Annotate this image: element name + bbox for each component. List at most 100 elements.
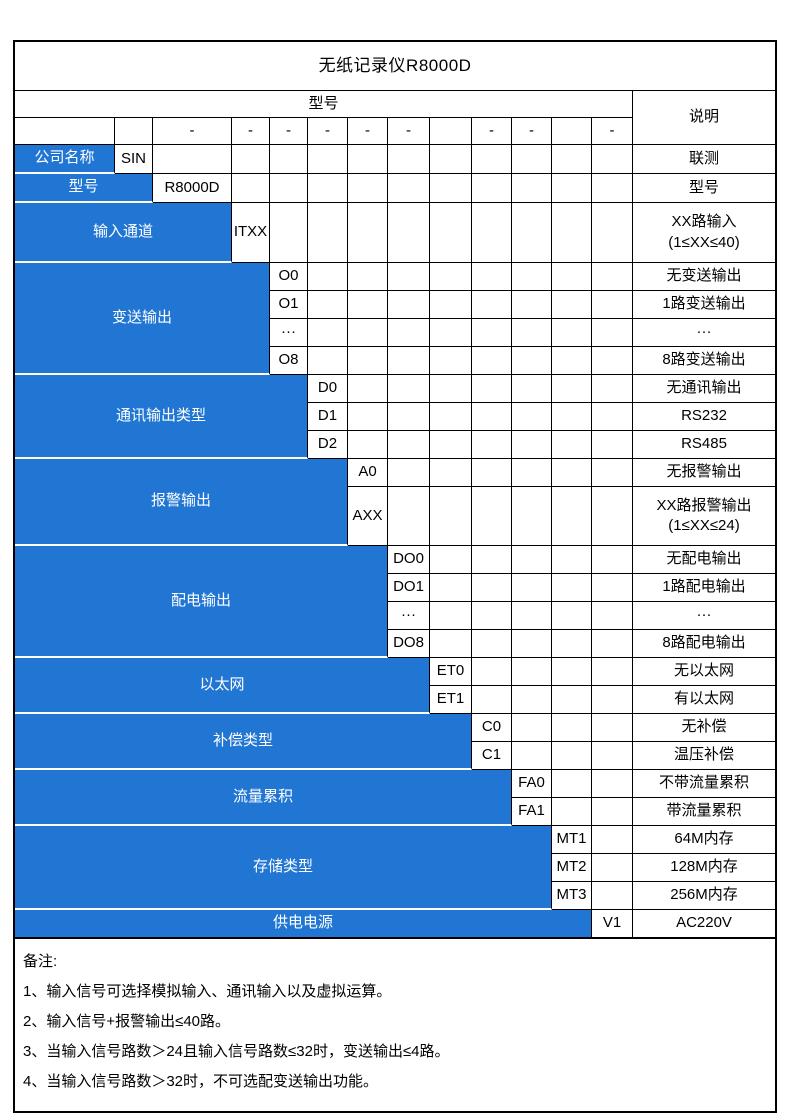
code-cell: AXX [348, 487, 388, 546]
category-cell: 供电电源 [15, 910, 592, 939]
description-cell: 带流量累积 [633, 798, 775, 826]
empty-grid-cell [552, 459, 592, 487]
empty-grid-cell [308, 319, 348, 347]
empty-grid-cell [308, 145, 348, 174]
empty-grid-cell [552, 798, 592, 826]
empty-grid-cell [592, 714, 633, 742]
note-line-3: 3、当输入信号路数＞24且输入信号路数≤32时，变送输出≤4路。 [23, 1043, 450, 1060]
category-cell: 补偿类型 [15, 714, 472, 770]
empty-grid-cell [472, 375, 512, 403]
note-line-1: 1、输入信号可选择模拟输入、通讯输入以及虚拟运算。 [23, 983, 392, 1000]
empty-grid-cell [512, 714, 552, 742]
empty-grid-cell [348, 347, 388, 375]
empty-grid-cell [270, 174, 308, 203]
empty-grid-cell [430, 263, 472, 291]
empty-grid-cell [512, 546, 552, 574]
dash-cell [15, 118, 115, 145]
description-cell: 1路变送输出 [633, 291, 775, 319]
empty-grid-cell [308, 291, 348, 319]
category-cell: 流量累积 [15, 770, 512, 826]
empty-grid-cell [592, 686, 633, 714]
empty-grid-cell [592, 882, 633, 910]
empty-grid-cell [552, 742, 592, 770]
note-line-4: 4、当输入信号路数＞32时，不可选配变送输出功能。 [23, 1073, 379, 1090]
empty-grid-cell [552, 574, 592, 602]
empty-grid-cell [552, 174, 592, 203]
code-cell: O0 [270, 263, 308, 291]
notes-label: 备注: [23, 953, 58, 970]
empty-grid-cell [430, 487, 472, 546]
empty-grid-cell [430, 174, 472, 203]
empty-grid-cell [552, 375, 592, 403]
empty-grid-cell [592, 403, 633, 431]
empty-grid-cell [153, 145, 232, 174]
empty-grid-cell [552, 403, 592, 431]
empty-grid-cell [270, 145, 308, 174]
description-cell: 64M内存 [633, 826, 775, 854]
note-line-2: 2、输入信号+报警输出≤40路。 [23, 1013, 231, 1030]
empty-grid-cell [512, 203, 552, 263]
empty-grid-cell [552, 347, 592, 375]
category-cell: 输入通道 [15, 203, 232, 263]
description-cell: ··· [633, 319, 775, 347]
empty-grid-cell [552, 145, 592, 174]
empty-grid-cell [388, 487, 430, 546]
empty-grid-cell [512, 602, 552, 630]
empty-grid-cell [472, 403, 512, 431]
empty-grid-cell [430, 203, 472, 263]
model-number-header: 型号 [15, 91, 633, 118]
model-option-rows: 公司名称 SIN 联测 型号 R8000D 型号 输入通道 ITXX XX路输入 (1≤XX≤4… [15, 145, 775, 939]
empty-grid-cell [472, 263, 512, 291]
empty-grid-cell [348, 203, 388, 263]
empty-grid-cell [430, 431, 472, 459]
code-cell: ITXX [232, 203, 270, 263]
table-header-rows: 无纸记录仪R8000D 型号 说明 - - - - - - - - - [15, 42, 775, 145]
empty-grid-cell [512, 174, 552, 203]
description-cell: 无变送输出 [633, 263, 775, 291]
empty-grid-cell [592, 602, 633, 630]
empty-grid-cell [430, 145, 472, 174]
empty-grid-cell [348, 174, 388, 203]
empty-grid-cell [388, 291, 430, 319]
empty-grid-cell [592, 203, 633, 263]
code-cell: SIN [115, 145, 153, 174]
description-cell: 8路配电输出 [633, 630, 775, 658]
description-cell: 温压补偿 [633, 742, 775, 770]
code-cell: FA1 [512, 798, 552, 826]
empty-grid-cell [308, 174, 348, 203]
empty-grid-cell [552, 546, 592, 574]
description-cell: RS485 [633, 431, 775, 459]
empty-grid-cell [512, 686, 552, 714]
empty-grid-cell [592, 319, 633, 347]
empty-grid-cell [388, 403, 430, 431]
category-cell: 通讯输出类型 [15, 375, 308, 459]
empty-grid-cell [388, 347, 430, 375]
category-cell: 以太网 [15, 658, 430, 714]
empty-grid-cell [430, 403, 472, 431]
empty-grid-cell [430, 602, 472, 630]
empty-grid-cell [552, 770, 592, 798]
empty-grid-cell [552, 602, 592, 630]
dash-cell: - [388, 118, 430, 145]
empty-grid-cell [512, 347, 552, 375]
code-cell: D1 [308, 403, 348, 431]
code-cell: D2 [308, 431, 348, 459]
description-cell: ··· [633, 602, 775, 630]
description-cell: XX路输入 (1≤XX≤40) [633, 203, 775, 263]
empty-grid-cell [388, 431, 430, 459]
empty-grid-cell [592, 742, 633, 770]
empty-grid-cell [552, 686, 592, 714]
category-cell: 存储类型 [15, 826, 552, 910]
empty-grid-cell [552, 291, 592, 319]
empty-grid-cell [472, 546, 512, 574]
empty-grid-cell [472, 145, 512, 174]
dash-cell [552, 118, 592, 145]
empty-grid-cell [552, 487, 592, 546]
empty-grid-cell [592, 431, 633, 459]
empty-grid-cell [592, 291, 633, 319]
description-cell: 256M内存 [633, 882, 775, 910]
description-cell: 有以太网 [633, 686, 775, 714]
category-cell: 报警输出 [15, 459, 348, 546]
empty-grid-cell [430, 630, 472, 658]
code-cell: D0 [308, 375, 348, 403]
